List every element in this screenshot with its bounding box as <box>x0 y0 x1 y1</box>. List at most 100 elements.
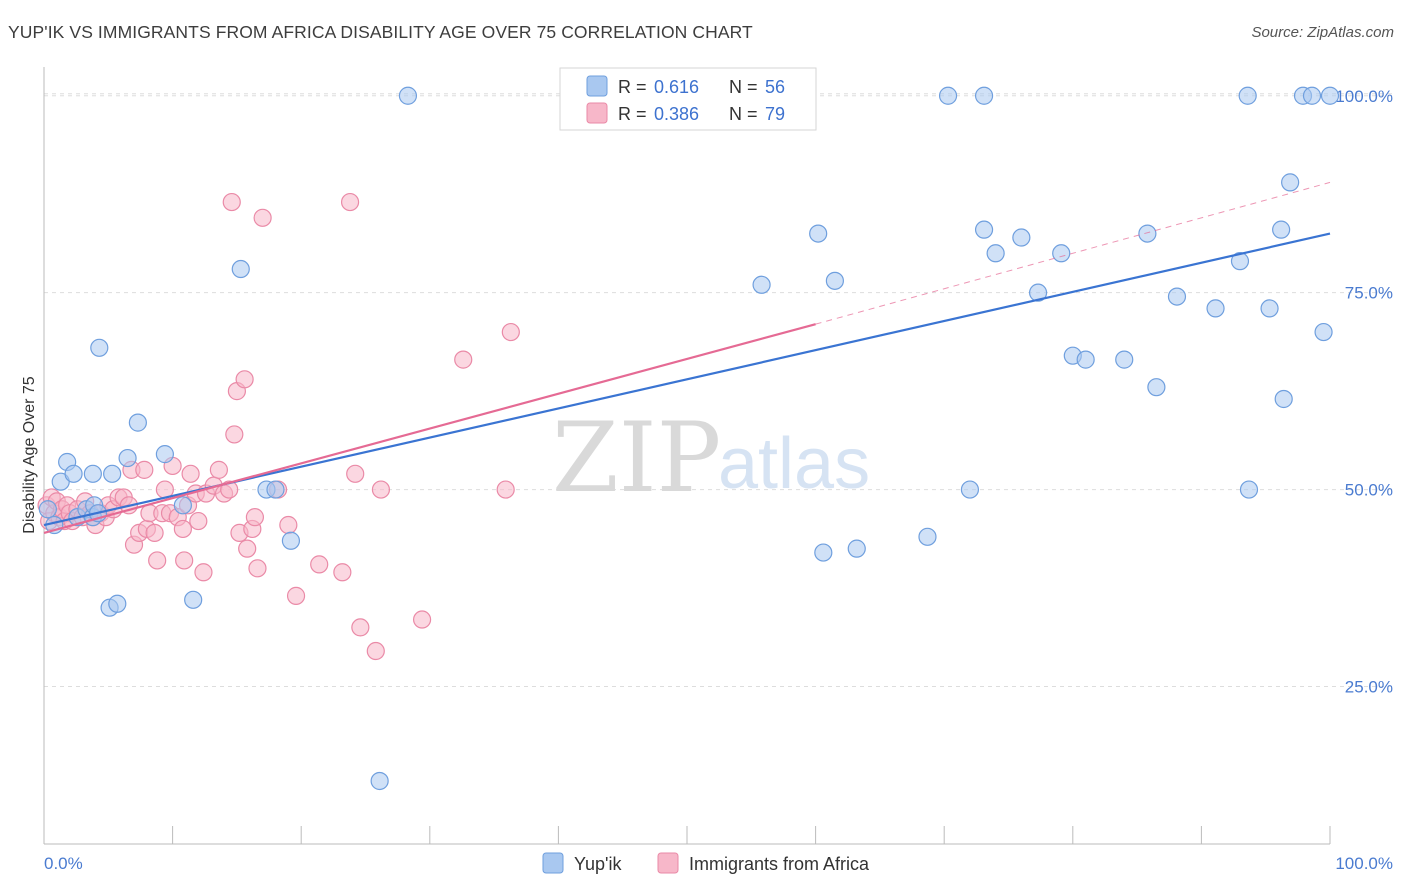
immigrants-point <box>220 480 239 499</box>
immigrants-point <box>333 563 352 582</box>
correlation-legend: R = 0.616 N = 56 R = 0.386 N = 79 <box>559 67 817 131</box>
immigrants-point <box>238 539 257 558</box>
immigrants-point <box>222 192 241 212</box>
yupik-point <box>1274 389 1293 409</box>
yupik-point <box>231 259 250 279</box>
yupik-point <box>103 464 122 483</box>
immigrants-point <box>371 480 391 499</box>
immigrants-point <box>346 464 365 483</box>
y-axis-title: Disability Age Over 75 <box>21 376 38 534</box>
yupik-point <box>752 275 771 294</box>
x-tick-label-max: 100.0% <box>1335 854 1393 873</box>
yupik-point <box>938 86 958 105</box>
yupik-point <box>1012 228 1031 247</box>
legend-swatch-yupik <box>586 75 608 97</box>
bottom-legend-swatch-yupik <box>542 852 564 874</box>
yupik-point <box>809 224 828 243</box>
bottom-legend-swatch-immigrants <box>657 852 679 874</box>
immigrants-point <box>148 551 167 570</box>
yupik-point <box>974 220 994 239</box>
yupik-point <box>108 594 127 613</box>
yupik-point <box>38 500 57 519</box>
grid-lines <box>44 93 1393 687</box>
yupik-point <box>1239 480 1259 499</box>
watermark-atlas: atlas <box>718 424 870 504</box>
yupik-point <box>128 413 147 432</box>
immigrants-point <box>235 370 254 389</box>
trendline-immigrants-extension <box>815 181 1331 325</box>
yupik-point <box>64 464 83 483</box>
immigrants-point <box>412 610 432 629</box>
series-immigrants-points <box>37 86 781 661</box>
yupik-point <box>1167 287 1187 306</box>
yupik-point <box>266 480 285 499</box>
legend-n-label-yupik: N = <box>729 77 758 97</box>
yupik-point <box>1147 378 1166 397</box>
immigrants-point <box>248 559 267 578</box>
immigrants-point <box>501 322 520 342</box>
immigrants-point <box>175 551 194 570</box>
yupik-point <box>83 464 102 483</box>
yupik-point <box>814 543 833 562</box>
legend-n-value-yupik: 56 <box>765 77 785 97</box>
yupik-point <box>1076 350 1095 369</box>
yupik-point <box>1260 299 1279 318</box>
immigrants-point <box>454 350 473 369</box>
yupik-point <box>1238 86 1257 105</box>
immigrants-point <box>194 563 213 582</box>
yupik-point <box>1314 322 1333 342</box>
yupik-point <box>1272 220 1291 239</box>
bottom-legend-label-immigrants: Immigrants from Africa <box>689 854 870 874</box>
yupik-point <box>974 86 994 105</box>
yupik-point <box>155 445 174 464</box>
bottom-legend-label-yupik: Yup'ik <box>574 854 622 874</box>
x-tick-label-min: 0.0% <box>44 854 83 873</box>
immigrants-point <box>351 618 370 637</box>
yupik-point <box>1115 350 1134 369</box>
yupik-point <box>1230 252 1250 271</box>
yupik-point <box>370 771 389 791</box>
trend-lines <box>43 181 1331 534</box>
immigrants-point <box>245 508 265 527</box>
yupik-point <box>1028 283 1048 302</box>
yupik-point <box>986 244 1005 263</box>
immigrants-point <box>145 523 164 542</box>
immigrants-point <box>310 555 329 574</box>
immigrants-point <box>135 460 154 479</box>
yupik-point <box>825 271 844 290</box>
yupik-point <box>918 527 937 546</box>
trendline-yupik <box>43 232 1331 527</box>
chart-title: YUP'IK VS IMMIGRANTS FROM AFRICA DISABIL… <box>8 22 753 42</box>
legend-r-label-yupik: R = <box>618 77 647 97</box>
immigrants-point <box>286 586 306 605</box>
yupik-point <box>1302 86 1322 105</box>
watermark: ZIP atlas <box>552 402 870 514</box>
yupik-point <box>1138 224 1157 243</box>
immigrants-point <box>181 464 200 483</box>
legend-r-value-yupik: 0.616 <box>654 77 699 97</box>
yupik-point <box>1206 299 1225 318</box>
series-legend: Yup'ik Immigrants from Africa <box>542 852 870 874</box>
legend-r-label-immigrants: R = <box>618 104 647 124</box>
yupik-point <box>847 539 866 558</box>
yupik-point <box>1320 86 1340 105</box>
immigrants-point <box>173 519 192 539</box>
immigrants-point <box>340 192 360 212</box>
yupik-point <box>173 496 192 515</box>
legend-r-value-immigrants: 0.386 <box>654 104 699 124</box>
immigrants-point <box>225 425 244 444</box>
y-tick-label-50: 50.0% <box>1345 481 1393 500</box>
yupik-point <box>960 480 980 499</box>
y-tick-labels: 25.0% 50.0% 75.0% 100.0% <box>1335 87 1393 697</box>
y-tick-label-25: 25.0% <box>1345 677 1393 696</box>
yupik-point <box>118 448 137 468</box>
yupik-point <box>184 590 203 609</box>
yupik-point <box>1052 244 1071 263</box>
immigrants-point <box>253 208 272 227</box>
watermark-zip: ZIP <box>552 402 721 514</box>
y-tick-label-100: 100.0% <box>1335 87 1393 106</box>
immigrants-point <box>366 641 385 661</box>
immigrants-point <box>209 460 228 479</box>
yupik-point <box>90 338 109 357</box>
